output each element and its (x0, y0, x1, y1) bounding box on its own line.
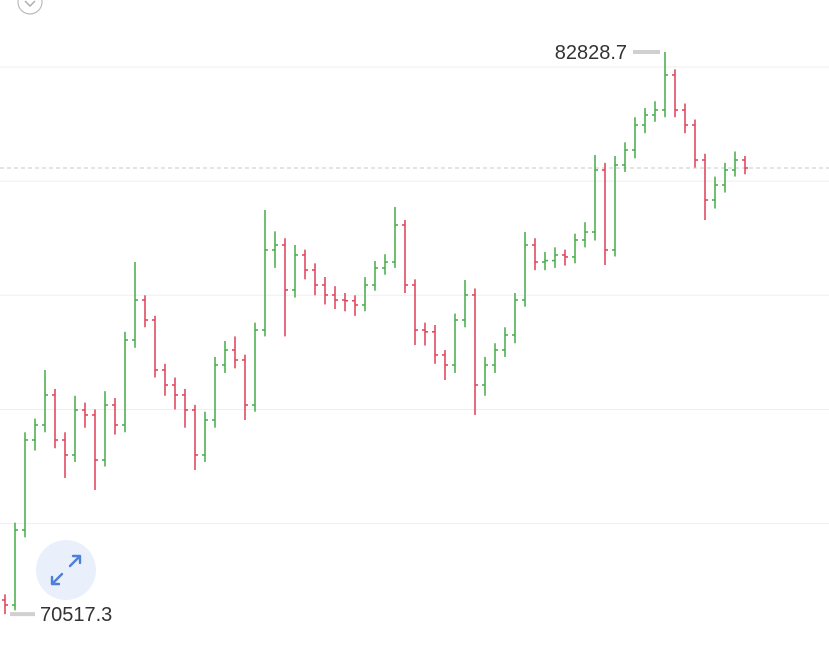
x-tick-label: 05-01 20:00 (737, 649, 829, 652)
expand-button[interactable] (36, 540, 96, 600)
low-label: 70517.3 (40, 604, 112, 626)
x-tick-label: 04-30 12:00 (147, 649, 254, 652)
high-label: 82828.7 (555, 42, 627, 64)
labels: 82828.7 70517.3 04-30 12:00 05-01 04:00 05-0… (10, 42, 829, 652)
bars (2, 51, 748, 615)
collapse-icon[interactable] (17, 0, 43, 15)
x-tick-label: 05-01 04:00 (452, 649, 559, 652)
